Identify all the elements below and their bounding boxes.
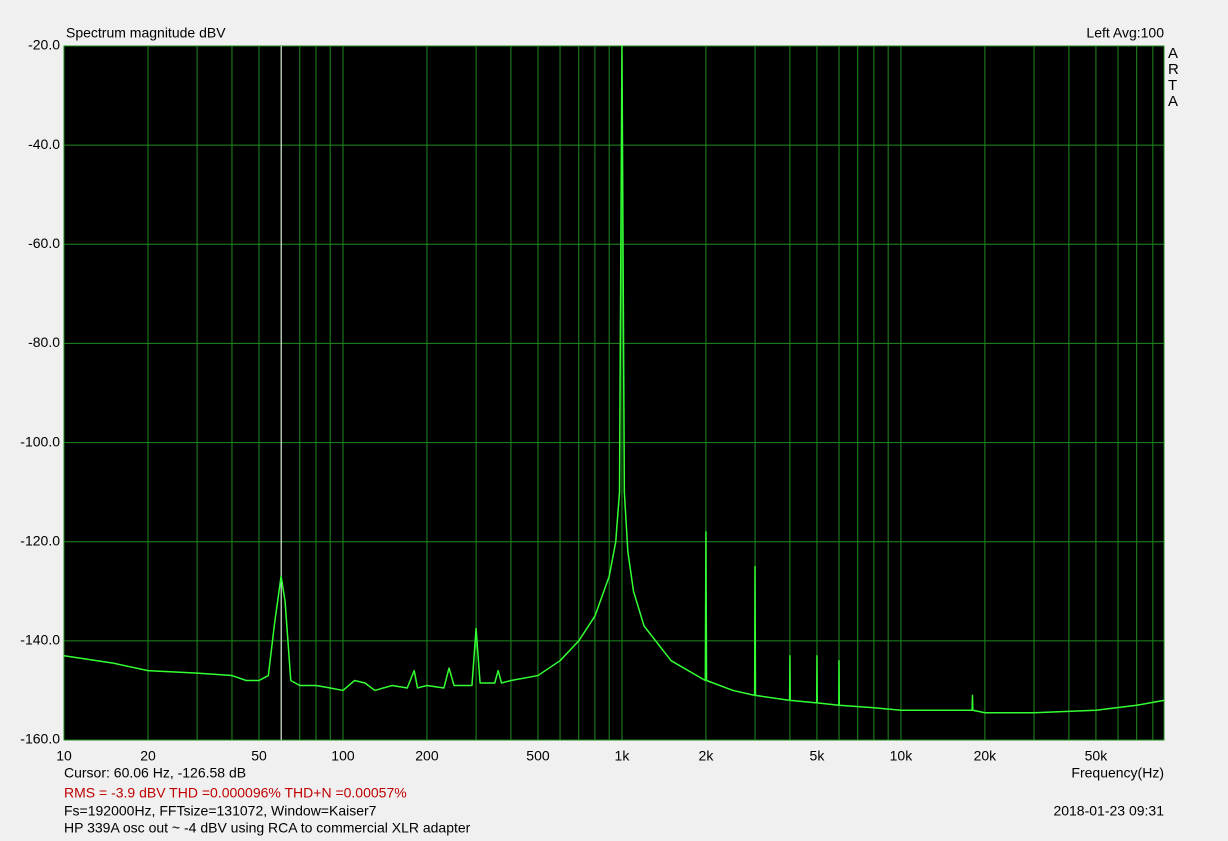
y-tick-label: -80.0 <box>28 334 60 350</box>
x-tick-label: 20 <box>140 748 156 764</box>
x-tick-label: 5k <box>810 748 826 764</box>
cursor-readout: Cursor: 60.06 Hz, -126.58 dB <box>64 765 246 781</box>
y-tick-label: -100.0 <box>20 433 60 449</box>
x-axis-label: Frequency(Hz) <box>1071 765 1164 781</box>
y-tick-label: -160.0 <box>20 731 60 747</box>
x-tick-label: 50 <box>251 748 267 764</box>
timestamp: 2018-01-23 09:31 <box>1053 803 1164 819</box>
x-tick-label: 2k <box>699 748 715 764</box>
spectrum-line <box>63 45 1165 714</box>
plot-area <box>64 46 1164 740</box>
settings: Fs=192000Hz, FFTsize=131072, Window=Kais… <box>64 803 377 819</box>
y-tick-label: -20.0 <box>28 37 60 53</box>
note: HP 339A osc out ~ -4 dBV using RCA to co… <box>64 820 471 836</box>
x-tick-label: 10k <box>890 748 914 764</box>
plot-border <box>63 45 1165 741</box>
y-tick-label: -60.0 <box>28 235 60 251</box>
x-tick-label: 1k <box>615 748 631 764</box>
channel-info: Left Avg:100 <box>1086 25 1164 41</box>
y-tick-label: -120.0 <box>20 532 60 548</box>
y-tick-label: -140.0 <box>20 632 60 648</box>
x-tick-label: 20k <box>974 748 998 764</box>
stats: RMS = -3.9 dBV THD =0.000096% THD+N =0.0… <box>64 785 407 801</box>
y-tick-label: -40.0 <box>28 136 60 152</box>
x-tick-label: 200 <box>415 748 439 764</box>
chart-title: Spectrum magnitude dBV <box>66 25 226 41</box>
x-tick-label: 100 <box>331 748 355 764</box>
x-tick-label: 500 <box>526 748 550 764</box>
x-tick-label: 10 <box>56 748 72 764</box>
x-tick-label: 50k <box>1085 748 1109 764</box>
side-label: ARTA <box>1168 45 1179 110</box>
